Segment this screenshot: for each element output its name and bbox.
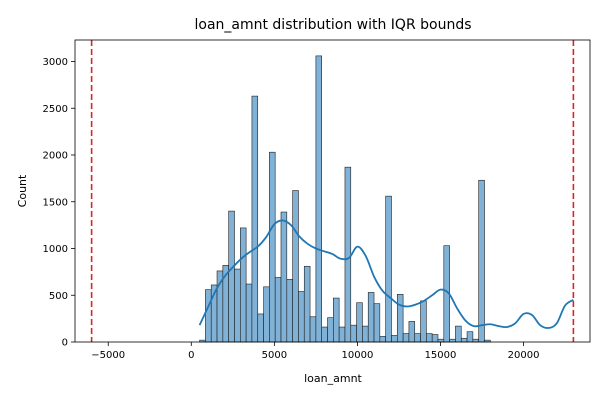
y-tick-label: 3000 xyxy=(43,57,68,68)
y-tick-label: 1000 xyxy=(43,244,68,255)
histogram-bar xyxy=(362,325,369,343)
histogram-bar xyxy=(280,211,288,343)
histogram-bar xyxy=(263,286,270,343)
kde-curve xyxy=(198,219,574,329)
histogram-bar xyxy=(205,289,212,343)
x-axis-label: loan_amnt xyxy=(304,372,362,385)
y-tick-label: 500 xyxy=(49,291,68,302)
histogram-bar xyxy=(327,317,334,343)
iqr-bounds-layer xyxy=(90,40,575,342)
histogram-bar xyxy=(303,265,311,343)
y-axis: 0 500 1000 1500 2000 2500 3000 xyxy=(43,57,75,349)
histogram-bar xyxy=(396,294,404,343)
histogram-bar xyxy=(234,268,241,343)
x-tick-label: 0 xyxy=(188,350,194,361)
histogram-bar xyxy=(460,337,468,343)
histogram-bar xyxy=(292,190,299,343)
histogram-bar xyxy=(379,336,386,343)
histogram-bar xyxy=(333,297,340,343)
histogram-bar xyxy=(455,325,462,343)
x-tick-label: 20000 xyxy=(508,350,540,361)
histogram-bar xyxy=(356,302,363,343)
histogram-bar xyxy=(251,95,259,343)
histogram-bar xyxy=(245,283,253,343)
y-tick-label: 1500 xyxy=(43,197,68,208)
x-tick-label: −5000 xyxy=(91,350,125,361)
plot-frame xyxy=(74,39,591,343)
kde-layer xyxy=(198,219,574,329)
x-tick-label: 15000 xyxy=(425,350,457,361)
histogram-bar xyxy=(344,166,352,343)
histogram-bar xyxy=(373,303,381,343)
chart-title: loan_amnt distribution with IQR bounds xyxy=(194,17,471,33)
y-tick-label: 2000 xyxy=(43,151,68,162)
histogram-bar xyxy=(257,313,264,343)
histogram-bar xyxy=(321,326,328,343)
histogram-bar xyxy=(414,333,421,343)
x-tick-label: 5000 xyxy=(262,350,287,361)
histogram-bar xyxy=(466,331,474,343)
histogram-bar xyxy=(402,333,410,343)
y-tick-label: 0 xyxy=(62,338,68,349)
histogram-bar xyxy=(239,227,247,343)
histogram-bar xyxy=(350,324,357,343)
histogram-bar xyxy=(228,210,235,343)
histogram-bar xyxy=(449,338,456,343)
histogram-bar xyxy=(367,292,375,343)
histogram-bar xyxy=(437,338,445,343)
histogram-bar xyxy=(478,179,485,343)
histogram-bar xyxy=(298,291,305,343)
histogram-bar xyxy=(315,55,323,343)
histogram-bar xyxy=(286,279,293,343)
histogram-bar xyxy=(309,316,317,343)
histogram-bar xyxy=(274,277,282,343)
histogram-bar xyxy=(269,151,276,343)
x-axis: −5000 0 5000 10000 15000 20000 xyxy=(91,342,539,361)
histogram-bar xyxy=(420,300,427,343)
histogram-bar xyxy=(338,326,346,343)
histogram-bar xyxy=(385,195,392,343)
histogram-bar xyxy=(472,338,479,343)
histogram-bar xyxy=(426,333,433,343)
histogram-bar xyxy=(431,334,439,343)
histogram-bar xyxy=(391,335,398,343)
y-axis-label: Count xyxy=(16,174,29,207)
y-tick-label: 2500 xyxy=(43,104,68,115)
x-tick-label: 10000 xyxy=(342,350,374,361)
histogram-bars xyxy=(199,55,491,343)
histogram-bar xyxy=(408,321,416,343)
